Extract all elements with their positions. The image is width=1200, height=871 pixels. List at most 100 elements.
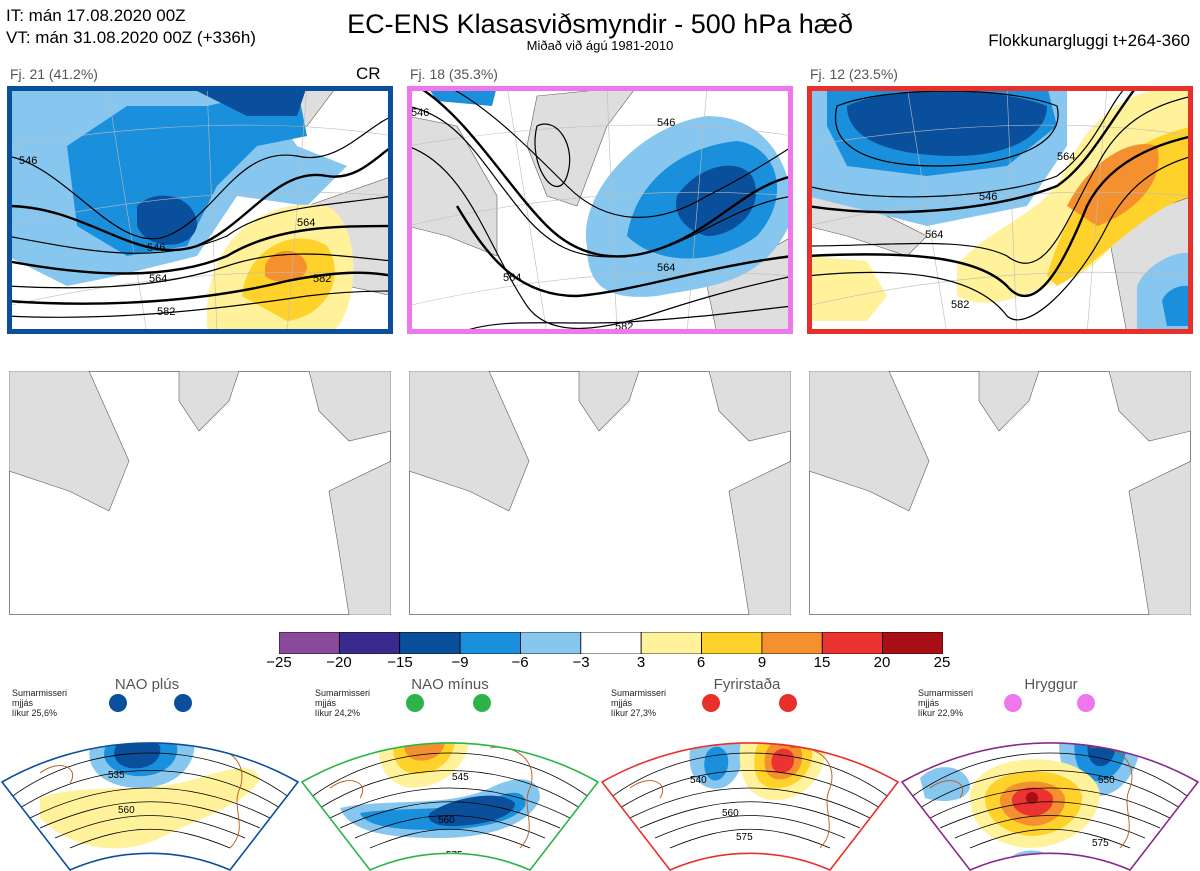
regime-3-dot-right — [779, 694, 797, 712]
colorbar-swatch — [338, 632, 401, 654]
regime-4-note: Sumarmisseri mjjás líkur 22,9% — [918, 688, 973, 718]
header-times: IT: mán 17.08.2020 00Z VT: mán 31.08.202… — [6, 5, 256, 49]
page-subtitle: Miðað við ágú 1981-2010 — [526, 38, 674, 53]
empty-map-1 — [9, 371, 391, 615]
regime-4-contour-530: 530 — [1076, 723, 1093, 734]
regime-map-2: 545 560 575 — [300, 688, 600, 871]
regime-note-probability: líkur 22,9% — [918, 708, 964, 718]
regime-1-dot-right — [174, 694, 192, 712]
regime-1-contour-560: 560 — [118, 805, 135, 816]
regime-note-season: Sumarmisseri — [315, 688, 371, 698]
regime-4-contour-575: 575 — [1092, 838, 1109, 849]
colorbar — [279, 632, 943, 654]
colorbar-tick: −6 — [511, 654, 529, 671]
regime-4-frame — [900, 742, 1200, 871]
regime-2-contour-575: 575 — [446, 850, 463, 861]
regime-1-name: NAO plús — [114, 676, 180, 693]
contour-label-564-a: 564 — [297, 217, 315, 229]
regime-note-season: Sumarmisseri — [918, 688, 974, 698]
contour-label-546-a: 546 — [19, 155, 37, 167]
regime-4-dot-right — [1077, 694, 1095, 712]
colorbar-tick: 25 — [933, 654, 951, 671]
colorbar-swatch — [821, 632, 884, 654]
colorbar-swatch — [701, 632, 763, 654]
cluster-3-frame — [807, 86, 1193, 334]
regime-3-dot-left — [702, 694, 720, 712]
colorbar-swatch — [580, 632, 642, 654]
regime-note-months: mjjás — [315, 698, 337, 708]
contour-label-546-b: 546 — [147, 242, 165, 254]
colorbar-tick: −9 — [451, 654, 469, 671]
colorbar-tick: 6 — [696, 654, 706, 671]
regime-map-4: 530 550 575 — [900, 688, 1200, 871]
contour-label-564-b: 564 — [149, 273, 167, 285]
regime-1-contour-535: 535 — [108, 770, 125, 781]
regime-4-name: Hryggur — [1024, 676, 1078, 693]
init-time: IT: mán 17.08.2020 00Z — [6, 6, 186, 25]
cluster-map-1: 546 546 564 564 582 582 — [7, 86, 393, 334]
regime-note-months: mjjás — [12, 698, 34, 708]
colorbar-swatch — [520, 632, 582, 654]
cluster-2-label: Fj. 18 (35.3%) — [410, 66, 498, 82]
regime-note-season: Sumarmisseri — [611, 688, 667, 698]
regime-1-note: Sumarmisseri mjjás líkur 25,6% — [12, 688, 67, 718]
contour-label-546: 546 — [979, 191, 997, 203]
regime-3-contour-575: 575 — [736, 832, 753, 843]
cluster-1-regime-mark: CR — [356, 64, 381, 83]
regime-1-dot-left — [109, 694, 127, 712]
classification-window: Flokkunargluggi t+264-360 — [988, 31, 1190, 50]
cluster-3-label: Fj. 12 (23.5%) — [810, 66, 898, 82]
colorbar-tick: 9 — [757, 654, 767, 671]
cluster-2-frame — [407, 86, 793, 334]
cluster-1-label: Fj. 21 (41.2%) — [10, 66, 98, 82]
cluster-map-2: 546 546 564 564 582 — [407, 86, 793, 334]
regime-3-contour-540: 540 — [690, 775, 707, 786]
contour-label-564-a: 564 — [925, 229, 943, 241]
regime-map-1: 535 560 — [0, 688, 300, 871]
regime-2-note: Sumarmisseri mjjás líkur 24,2% — [315, 688, 370, 718]
colorbar-tick: −20 — [326, 654, 352, 671]
regime-2-contour-545: 545 — [452, 772, 469, 783]
cluster-1-frame — [7, 86, 393, 334]
regime-note-season: Sumarmisseri — [12, 688, 68, 698]
regime-4-dot-left — [1004, 694, 1022, 712]
regime-3-note: Sumarmisseri mjjás líkur 27,3% — [611, 688, 666, 718]
colorbar-swatch — [459, 632, 521, 654]
colorbar-swatch — [279, 632, 340, 654]
regime-2-contour-560: 560 — [438, 815, 455, 826]
contour-label-564-a: 564 — [503, 272, 521, 284]
colorbar-swatch — [399, 632, 461, 654]
contour-label-564-b: 564 — [1057, 151, 1075, 163]
regime-map-3: 540 560 575 — [600, 688, 900, 871]
colorbar-tick: −25 — [266, 654, 292, 671]
regime-note-probability: líkur 27,3% — [611, 708, 657, 718]
contour-label-564-b: 564 — [657, 262, 675, 274]
colorbar-swatch — [882, 632, 943, 654]
colorbar-swatch — [761, 632, 823, 654]
contour-label-546-a: 546 — [411, 107, 429, 119]
contour-label-546-b: 546 — [657, 117, 675, 129]
regime-2-frame — [300, 742, 600, 871]
regime-note-probability: líkur 25,6% — [12, 708, 58, 718]
contour-label-582-a: 582 — [313, 273, 331, 285]
colorbar-tick: 15 — [813, 654, 831, 671]
valid-time: VT: mán 31.08.2020 00Z (+336h) — [6, 28, 256, 47]
cluster-map-3: 546 564 564 582 — [807, 86, 1193, 334]
regime-2-name: NAO mínus — [411, 676, 489, 693]
empty-map-2 — [409, 371, 791, 615]
contour-label-582: 582 — [951, 299, 969, 311]
regime-note-months: mjjás — [611, 698, 633, 708]
colorbar-tick: 20 — [873, 654, 891, 671]
colorbar-tick: 3 — [636, 654, 646, 671]
empty-map-3 — [809, 371, 1191, 615]
regime-2-dot-left — [406, 694, 424, 712]
regime-3-frame — [600, 742, 900, 871]
colorbar-tick: −15 — [387, 654, 413, 671]
regime-1-frame — [0, 742, 300, 871]
regime-3-name: Fyrirstaða — [713, 676, 781, 693]
colorbar-swatch — [640, 632, 702, 654]
colorbar-tick: −3 — [572, 654, 590, 671]
regime-note-months: mjjás — [918, 698, 940, 708]
page-title: EC-ENS Klasasviðsmyndir - 500 hPa hæð — [347, 9, 853, 39]
regime-4-contour-550: 550 — [1098, 775, 1115, 786]
